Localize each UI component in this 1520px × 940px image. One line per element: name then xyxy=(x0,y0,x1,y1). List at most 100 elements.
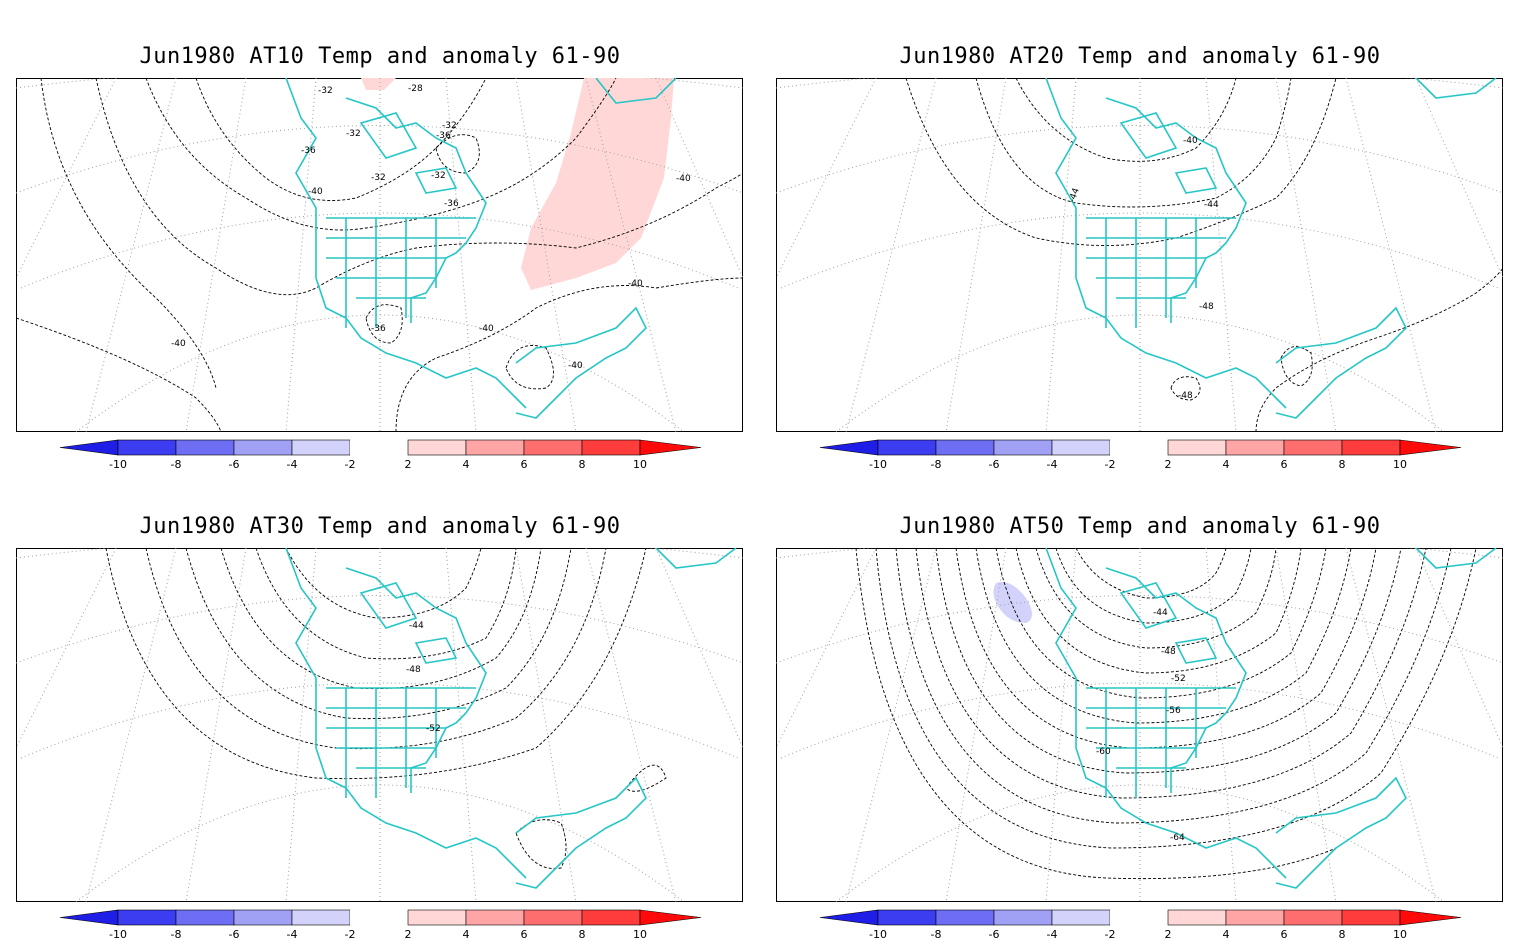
colorbar-arrow-low xyxy=(59,439,119,456)
latlon-grid xyxy=(776,548,1503,902)
contour-label: -40 xyxy=(479,324,494,334)
colorbar-tick-label: 6 xyxy=(521,458,528,471)
colorbar-svg: -10 -8 -6 -4 -2 2 4 6 8 10 xyxy=(59,909,702,940)
colorbar-box xyxy=(233,439,293,456)
contour-label: -40 xyxy=(676,174,691,184)
colorbar-arrow-low xyxy=(819,909,879,926)
contour-label: -28 xyxy=(408,84,423,94)
map-plot: -40 -44 -44 -48 -48 xyxy=(776,78,1503,432)
colorbar-arrow-high xyxy=(1399,909,1462,926)
colorbar-tick-label: 4 xyxy=(463,458,470,471)
map-frame: -44 -48 -52 xyxy=(16,548,743,902)
colorbar-box xyxy=(1167,439,1227,456)
contour-label: -48 xyxy=(406,665,421,675)
colorbar-tick-label: 10 xyxy=(1393,458,1407,471)
map-plot: -44 -48 -52 -56 -60 -64 xyxy=(776,548,1503,902)
colorbar-tick-label: -10 xyxy=(109,928,127,940)
colorbar-tick-label: -4 xyxy=(1047,928,1058,940)
colorbar-box xyxy=(175,909,235,926)
colorbar-svg: -10 -8 -6 -4 -2 2 4 6 8 10 xyxy=(819,439,1462,471)
coastlines xyxy=(1045,78,1497,419)
colorbar-box xyxy=(877,909,937,926)
colorbar-tick-label: -8 xyxy=(171,458,182,471)
colorbar-box xyxy=(350,440,408,455)
colorbar-box xyxy=(1051,909,1111,926)
coastlines xyxy=(1045,548,1497,889)
contour-label: -36 xyxy=(436,131,451,141)
colorbar-tick-label: -10 xyxy=(869,928,887,940)
latlon-grid xyxy=(16,548,743,902)
colorbar-tick-label: 8 xyxy=(579,458,586,471)
positive-anomaly-patch xyxy=(361,78,396,90)
map-frame: -32 -28 -32 -36 -32 -36 -32 -32 -36 -40 … xyxy=(16,78,743,432)
contour-label: -36 xyxy=(301,146,316,156)
contour-label: -48 xyxy=(1178,391,1193,401)
colorbar-box xyxy=(1225,909,1285,926)
contour-label: -44 xyxy=(409,621,424,631)
positive-anomaly-patch xyxy=(521,78,674,290)
colorbar-ticks: -10 -8 -6 -4 -2 2 4 6 8 10 xyxy=(869,928,1407,940)
colorbar-box xyxy=(877,439,937,456)
colorbar: -10 -8 -6 -4 -2 2 4 6 8 10 xyxy=(819,438,1465,471)
panel-at10: Jun1980 AT10 Temp and anomaly 61-90 xyxy=(0,0,760,471)
temperature-contours xyxy=(905,78,1503,432)
contour-label: -32 xyxy=(442,121,457,131)
colorbar-box xyxy=(1341,909,1401,926)
colorbar-box xyxy=(291,439,351,456)
colorbar-tick-label: -6 xyxy=(229,928,240,940)
negative-anomaly-patch xyxy=(993,582,1032,623)
colorbar-tick-label: -6 xyxy=(989,458,1000,471)
colorbar-box xyxy=(1283,439,1343,456)
colorbar-box xyxy=(117,909,177,926)
colorbar-ticks: -10 -8 -6 -4 -2 2 4 6 8 10 xyxy=(109,458,647,471)
colorbar-tick-label: -10 xyxy=(109,458,127,471)
colorbar-box xyxy=(465,909,525,926)
map-frame: -40 -44 -44 -48 -48 xyxy=(776,78,1503,432)
colorbar-tick-label: -4 xyxy=(287,928,298,940)
colorbar-box xyxy=(523,909,583,926)
colorbar-boxes xyxy=(59,909,702,926)
colorbar-box xyxy=(1167,909,1227,926)
panel-at50: Jun1980 AT50 Temp and anomaly 61-90 xyxy=(760,470,1520,940)
contour-label-group: -40 -44 -44 -48 -48 xyxy=(1067,136,1219,401)
contour-label: -32 xyxy=(431,171,446,181)
colorbar-tick-label: -2 xyxy=(1105,458,1116,471)
colorbar-tick-label: -8 xyxy=(931,458,942,471)
panel-title: Jun1980 AT20 Temp and anomaly 61-90 xyxy=(899,44,1381,69)
colorbar-box xyxy=(465,439,525,456)
colorbar-tick-label: -8 xyxy=(931,928,942,940)
panel-at30: Jun1980 AT30 Temp and anomaly 61-90 xyxy=(0,470,760,940)
anomaly-shading xyxy=(361,78,674,290)
colorbar-tick-label: 2 xyxy=(1165,458,1172,471)
coastlines xyxy=(285,548,737,889)
colorbar: -10 -8 -6 -4 -2 2 4 6 8 10 xyxy=(819,908,1465,940)
colorbar-box xyxy=(993,439,1053,456)
panel-title: Jun1980 AT50 Temp and anomaly 61-90 xyxy=(899,514,1381,539)
colorbar-box xyxy=(1051,439,1111,456)
colorbar-box xyxy=(233,909,293,926)
colorbar-box xyxy=(117,439,177,456)
colorbar-tick-label: 4 xyxy=(1223,928,1230,940)
colorbar-tick-label: 8 xyxy=(1339,458,1346,471)
colorbar-tick-label: 6 xyxy=(1281,458,1288,471)
contour-label: -40 xyxy=(568,361,583,371)
colorbar-box xyxy=(407,909,467,926)
colorbar-tick-label: 8 xyxy=(579,928,586,940)
colorbar-tick-label: 6 xyxy=(521,928,528,940)
colorbar-tick-label: 6 xyxy=(1281,928,1288,940)
panel-title: Jun1980 AT10 Temp and anomaly 61-90 xyxy=(139,44,621,69)
colorbar-box xyxy=(935,909,995,926)
temperature-contours xyxy=(855,548,1477,880)
contour-label: -36 xyxy=(371,324,386,334)
temperature-contours xyxy=(16,78,743,432)
colorbar-box xyxy=(993,909,1053,926)
contour-label: -40 xyxy=(171,339,186,349)
colorbar-tick-label: -10 xyxy=(869,458,887,471)
colorbar-box xyxy=(1283,909,1343,926)
map-frame: -44 -48 -52 -56 -60 -64 xyxy=(776,548,1503,902)
contour-label: -32 xyxy=(318,86,333,96)
contour-label: -44 xyxy=(1153,608,1168,618)
colorbar-tick-label: 4 xyxy=(1223,458,1230,471)
anomaly-shading xyxy=(993,582,1032,623)
contour-label: -48 xyxy=(1161,647,1176,657)
